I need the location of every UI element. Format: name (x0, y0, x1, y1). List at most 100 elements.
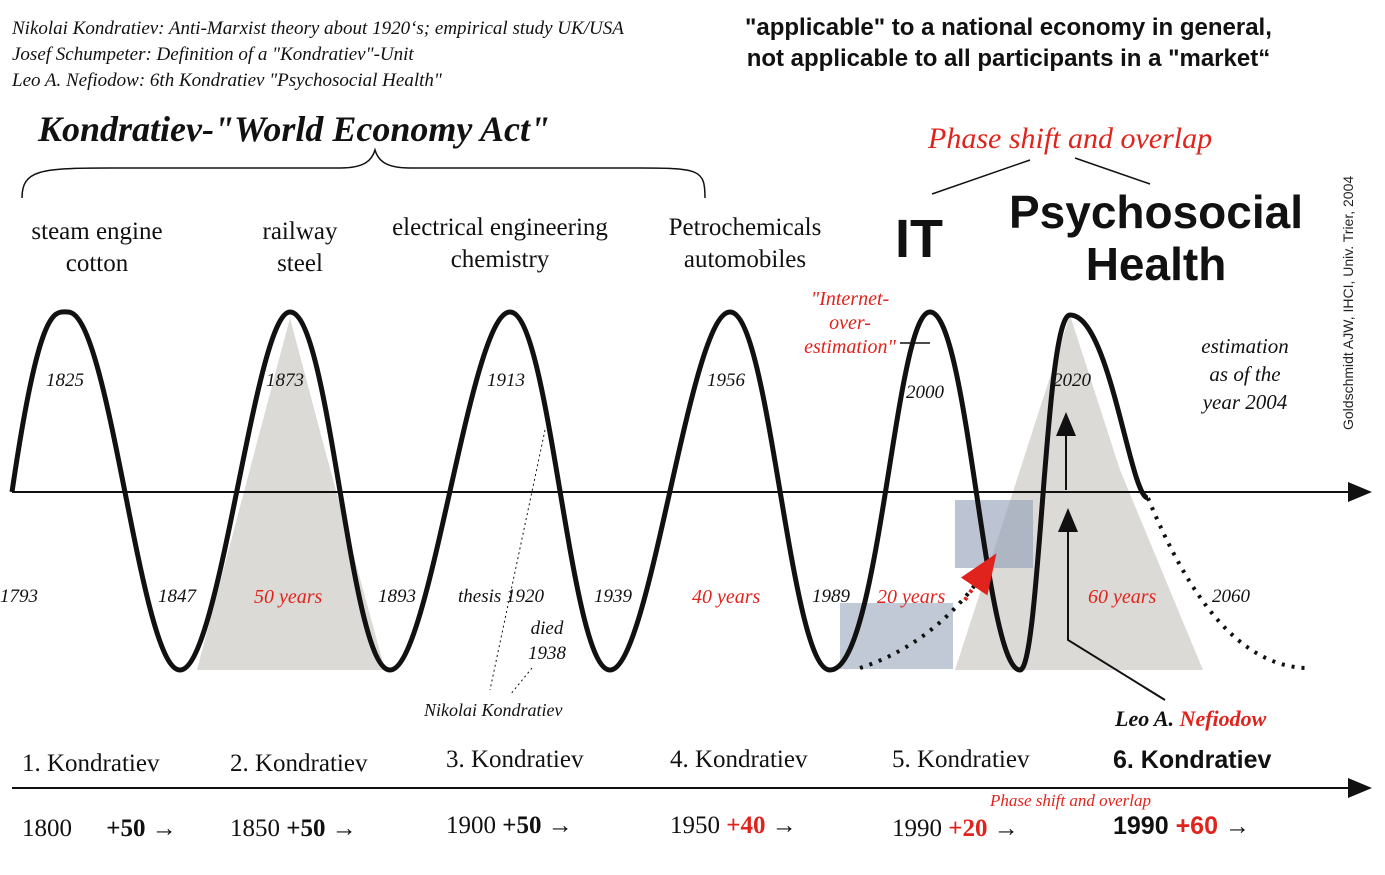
died-label: died 1938 (512, 616, 582, 666)
estimation-line-1: estimation (1201, 334, 1289, 358)
nikolai-line-died (509, 667, 533, 696)
kondratiev-period-4: 1950 +40 → (670, 812, 797, 840)
trough-year-5: 1989 (812, 586, 850, 607)
tech-6th-kondratiev: Psychosocial Health (1000, 186, 1312, 290)
span-40-years: 40 years (692, 586, 761, 608)
arrow-right-icon: → (993, 815, 1019, 842)
copyright-note: Goldschmidt AJW, IHCI, Univ. Trier, 2004 (1340, 175, 1356, 430)
period-6-start: 1990 (1113, 812, 1169, 840)
peak-year-2: 1873 (266, 370, 304, 391)
tech-2-line-1: railway (262, 218, 338, 245)
estimation-line-2: as of the (1209, 362, 1281, 386)
period-3-start: 1900 (446, 812, 496, 839)
kondratiev-name-1: 1. Kondratiev (22, 750, 160, 777)
kondratiev-period-6: 1990 +60 → (1113, 812, 1250, 841)
tech-4th-kondratiev: Petrochemicals automobiles (640, 212, 850, 276)
period-2-start: 1850 (230, 815, 280, 842)
tech-6-line-2: Health (1085, 238, 1227, 290)
kondratiev-period-3: 1900 +50 → (446, 812, 573, 840)
trough-year-4: 1939 (594, 586, 632, 607)
main-title: Kondratiev-"World Economy Act" (38, 109, 550, 149)
span-50-years: 50 years (254, 586, 323, 608)
died-line-2: 1938 (528, 643, 566, 664)
nefiodow-last: Nefiodow (1179, 706, 1267, 731)
internet-line-2: over- (829, 312, 871, 334)
period-4-plus: +40 (726, 812, 766, 839)
kondratiev-name-5: 5. Kondratiev (892, 746, 1030, 773)
span-20-years: 20 years (877, 586, 946, 608)
tech-3rd-kondratiev: electrical engineering chemistry (375, 212, 625, 276)
wave-projection-dotted (1146, 497, 1306, 670)
period-5-plus: +20 (948, 815, 988, 842)
trough-year-3: 1893 (378, 586, 416, 607)
internet-overestimation-label: "Internet- over- estimation" (790, 287, 910, 359)
nikolai-line-thesis (489, 429, 546, 691)
peak-year-5: 2000 (906, 382, 944, 403)
period-1-plus: +50 (106, 815, 146, 842)
shade-2nd-kondratiev (197, 318, 385, 670)
period-3-plus: +50 (502, 812, 542, 839)
tech-6-line-1: Psychosocial (1008, 186, 1304, 238)
applicability-note: "applicable" to a national economy in ge… (745, 12, 1272, 74)
tech-2nd-kondratiev: railway steel (230, 216, 370, 280)
kondratiev-period-1: 1800 +50 → (22, 815, 177, 843)
phase-overlap-box-lower (840, 603, 953, 669)
tech-1-line-2: cotton (65, 250, 129, 277)
arrow-right-icon: → (547, 812, 573, 839)
period-4-start: 1950 (670, 812, 720, 839)
kondratiev-name-6: 6. Kondratiev (1113, 746, 1272, 774)
nikolai-kondratiev-label: Nikolai Kondratiev (424, 700, 563, 720)
kondratiev-period-5: 1990 +20 → (892, 815, 1019, 843)
tech-4-line-1: Petrochemicals (668, 214, 822, 241)
trough-year-1: 1793 (0, 586, 38, 607)
phase-shift-line-health (1074, 157, 1151, 185)
arrow-right-icon: → (151, 815, 177, 842)
nefiodow-first: Leo A. (1115, 706, 1175, 731)
internet-line-3: estimation" (804, 336, 896, 358)
title-brace (21, 147, 706, 199)
credit-nefiodow: Leo A. Nefiodow: 6th Kondratiev "Psychos… (12, 70, 442, 91)
tech-3-line-2: chemistry (450, 246, 550, 273)
nefiodow-label: Leo A. Nefiodow (1115, 706, 1266, 732)
arrow-right-icon: → (331, 815, 357, 842)
note-line-2: not applicable to all participants in a … (746, 45, 1271, 72)
tech-2-line-2: steel (277, 250, 323, 277)
span-60-years: 60 years (1088, 586, 1157, 608)
note-line-1: "applicable" to a national economy in ge… (745, 14, 1272, 41)
tech-3-line-1: electrical engineering (392, 214, 608, 241)
tech-5th-kondratiev-it: IT (895, 209, 943, 269)
tech-1st-kondratiev: steam engine cotton (12, 216, 182, 280)
peak-year-4: 1956 (707, 370, 745, 391)
credits-block: Nikolai Kondratiev: Anti-Marxist theory … (12, 16, 624, 94)
kondratiev-name-3: 3. Kondratiev (446, 746, 584, 773)
period-5-start: 1990 (892, 815, 942, 842)
arrow-right-icon: → (771, 812, 797, 839)
credit-schumpeter: Josef Schumpeter: Definition of a "Kondr… (12, 44, 414, 65)
credit-kondratiev: Nikolai Kondratiev: Anti-Marxist theory … (12, 18, 624, 39)
period-2-plus: +50 (286, 815, 326, 842)
kondratiev-period-2: 1850 +50 → (230, 815, 357, 843)
died-line-1: died (530, 618, 564, 639)
nefiodow-arrow-start (1058, 508, 1166, 701)
kondratiev-name-2: 2. Kondratiev (230, 750, 368, 777)
peak-year-1: 1825 (46, 370, 84, 391)
internet-line-1: "Internet- (810, 288, 890, 310)
tech-1-line-1: steam engine (31, 218, 163, 245)
phase-shift-label-bottom: Phase shift and overlap (990, 791, 1152, 810)
phase-shift-label-top: Phase shift and overlap (928, 122, 1213, 155)
period-6-plus: +60 (1175, 812, 1218, 840)
kondratiev-name-4: 4. Kondratiev (670, 746, 808, 773)
phase-overlap-box-upper (955, 500, 1033, 568)
peak-year-6: 2020 (1053, 370, 1091, 391)
tech-4-line-2: automobiles (683, 246, 807, 273)
kondratiev-wave-line (9, 309, 1150, 673)
arrow-right-icon: → (1224, 812, 1250, 840)
period-1-start: 1800 (22, 815, 72, 842)
trough-year-2: 1847 (158, 586, 196, 607)
estimation-line-3: year 2004 (1202, 390, 1288, 414)
thesis-label: thesis 1920 (458, 586, 545, 607)
estimation-note: estimation as of the year 2004 (1180, 332, 1310, 416)
phase-shift-line-it (931, 159, 1031, 195)
peak-year-3: 1913 (487, 370, 525, 391)
